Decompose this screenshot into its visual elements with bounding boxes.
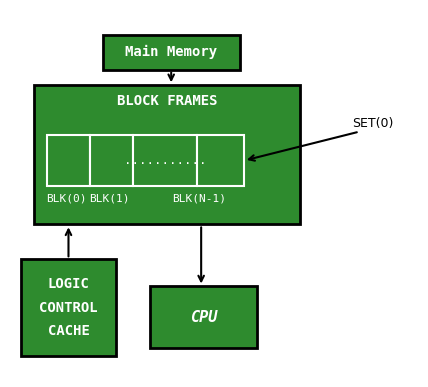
Text: BLK(0): BLK(0) [46, 194, 86, 204]
Text: CONTROL: CONTROL [39, 301, 98, 315]
Text: LOGIC: LOGIC [48, 277, 89, 291]
Text: CPU: CPU [190, 310, 217, 325]
Text: SET(0): SET(0) [352, 117, 393, 130]
Text: BLK(N-1): BLK(N-1) [172, 194, 226, 204]
FancyBboxPatch shape [21, 259, 116, 356]
Text: CACHE: CACHE [48, 324, 89, 338]
Text: BLK(1): BLK(1) [89, 194, 129, 204]
Text: ...........: ........... [124, 154, 206, 167]
Text: Main Memory: Main Memory [125, 45, 217, 59]
FancyBboxPatch shape [197, 135, 244, 186]
Text: BLOCK FRAMES: BLOCK FRAMES [117, 94, 217, 108]
FancyBboxPatch shape [150, 286, 257, 348]
FancyBboxPatch shape [90, 135, 133, 186]
FancyBboxPatch shape [103, 35, 240, 70]
FancyBboxPatch shape [34, 85, 300, 224]
FancyBboxPatch shape [47, 135, 90, 186]
FancyBboxPatch shape [133, 135, 197, 186]
